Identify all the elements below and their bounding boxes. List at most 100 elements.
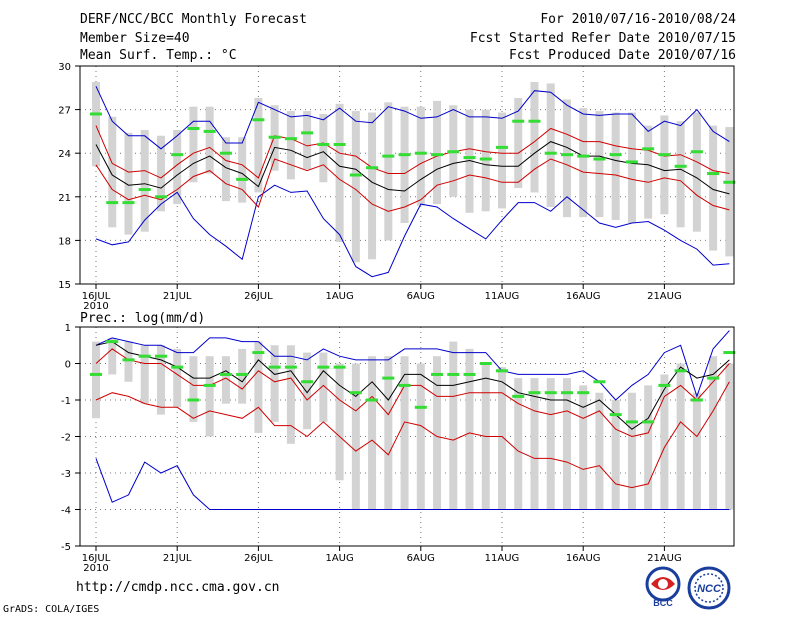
control-marker	[723, 351, 736, 355]
ensemble-range-bar	[92, 341, 100, 419]
ensemble-range-bar	[546, 378, 555, 510]
ensemble-range-bar	[189, 356, 198, 422]
panel-prec: -5 -4 -3 -2 -1 0 1 16JUL 21JUL 26JUL 1AUG 6AUG 11AUG…	[61, 311, 736, 574]
ensemble-range-bar	[530, 81, 539, 193]
ensemble-range-bar	[173, 348, 182, 408]
ensemble-range-bar	[595, 111, 604, 218]
ensemble-range-bar	[384, 102, 393, 241]
ensemble-range-bar	[173, 129, 182, 205]
ensemble-mean-line	[95, 141, 730, 195]
panel-frame	[79, 326, 735, 547]
control-marker	[301, 380, 314, 384]
control-marker	[333, 365, 346, 369]
control-marker	[333, 142, 346, 146]
control-marker	[625, 160, 638, 164]
ensemble-range-bar	[449, 341, 458, 510]
ensemble-range-bar	[562, 99, 571, 218]
ytick-label: -5	[61, 542, 71, 553]
xtick-year-label: 2010	[83, 301, 108, 312]
ytick-label: -3	[61, 469, 71, 480]
ensemble-range-bar	[189, 106, 198, 183]
ytick-label: 30	[58, 62, 71, 73]
ytick-label: 0	[65, 360, 71, 371]
ensemble-range-bar	[530, 378, 539, 510]
ensemble-range-bar	[108, 337, 117, 375]
control-marker	[171, 365, 184, 369]
control-marker	[414, 405, 427, 409]
control-marker	[252, 351, 265, 355]
ytick-label: 15	[58, 280, 71, 291]
control-marker	[106, 201, 119, 205]
control-marker	[90, 112, 102, 116]
panel-frame	[79, 65, 735, 285]
outer-upper-line	[95, 330, 730, 401]
control-marker	[496, 145, 508, 149]
ensemble-range-bar	[514, 97, 523, 189]
ensemble-range-bar	[465, 109, 474, 213]
ensemble-range-bar	[514, 378, 523, 510]
ensemble-range-bar	[140, 129, 149, 232]
ensemble-range-bar	[270, 345, 279, 422]
ensemble-range-bar	[319, 113, 328, 183]
ensemble-range-bar	[286, 345, 295, 444]
ensemble-range-bar	[303, 352, 312, 430]
control-marker	[268, 365, 281, 369]
ensemble-range-bar	[660, 115, 669, 215]
ncc-logo: NCC	[687, 566, 731, 610]
ytick-label: 21	[58, 193, 71, 204]
ensemble-range-bar	[254, 341, 263, 433]
xtick-year-label: 2010	[83, 563, 108, 574]
control-marker	[609, 413, 622, 417]
control-marker	[447, 150, 460, 154]
ensemble-range-bar	[335, 103, 344, 242]
control-marker	[528, 119, 541, 123]
control-marker	[593, 157, 606, 161]
control-marker	[512, 119, 525, 123]
control-marker	[707, 172, 720, 176]
forecast-period: For 2010/07/16-2010/08/24	[540, 12, 736, 27]
ytick-label: 1	[65, 323, 71, 334]
source-url[interactable]: http://cmdp.ncc.cma.gov.cn	[76, 580, 280, 595]
ncc-logo-text: NCC	[697, 583, 722, 595]
control-marker	[349, 173, 362, 177]
xtick-label: 21JUL	[163, 291, 192, 302]
control-marker	[317, 365, 330, 369]
control-marker	[658, 383, 671, 387]
ensemble-range-bar	[709, 356, 718, 510]
xtick-label: 16JUL	[82, 291, 111, 302]
variable-label-top: Mean Surf. Temp.: °C	[80, 48, 237, 63]
control-marker	[544, 151, 557, 155]
ensemble-range-bar	[124, 341, 133, 382]
control-marker	[642, 147, 655, 151]
ensemble-range-bar	[335, 363, 344, 481]
control-marker	[625, 420, 638, 424]
xtick-label: 1AUG	[325, 553, 353, 564]
xtick-label: 11AUG	[485, 291, 520, 302]
ytick-label: 27	[58, 106, 71, 117]
ensemble-range-bar	[384, 356, 393, 510]
control-marker	[187, 126, 200, 130]
outer-lower-line	[95, 184, 730, 278]
ensemble-range-bar	[579, 108, 588, 218]
ensemble-range-bar	[351, 363, 360, 510]
xtick-label: 26JUL	[244, 553, 273, 564]
ytick-label: 18	[58, 236, 71, 247]
bcc-logo-text: BCC	[653, 598, 673, 608]
ensemble-range-bar	[254, 97, 263, 193]
control-marker	[593, 380, 606, 384]
ensemble-range-bar	[92, 81, 100, 167]
control-marker	[431, 372, 444, 376]
control-marker	[203, 383, 216, 387]
control-marker	[528, 391, 541, 395]
ensemble-range-bar	[627, 392, 636, 510]
inner-upper-line	[95, 125, 730, 179]
control-marker	[463, 372, 476, 376]
control-marker	[382, 154, 395, 158]
ensemble-range-bar	[319, 352, 328, 422]
xtick-label: 16AUG	[566, 291, 601, 302]
ensemble-range-bar	[611, 400, 620, 510]
ytick-label: 24	[58, 149, 71, 160]
ensemble-range-bar	[238, 137, 247, 203]
ensemble-mean-line	[95, 341, 730, 430]
control-marker	[301, 131, 314, 135]
